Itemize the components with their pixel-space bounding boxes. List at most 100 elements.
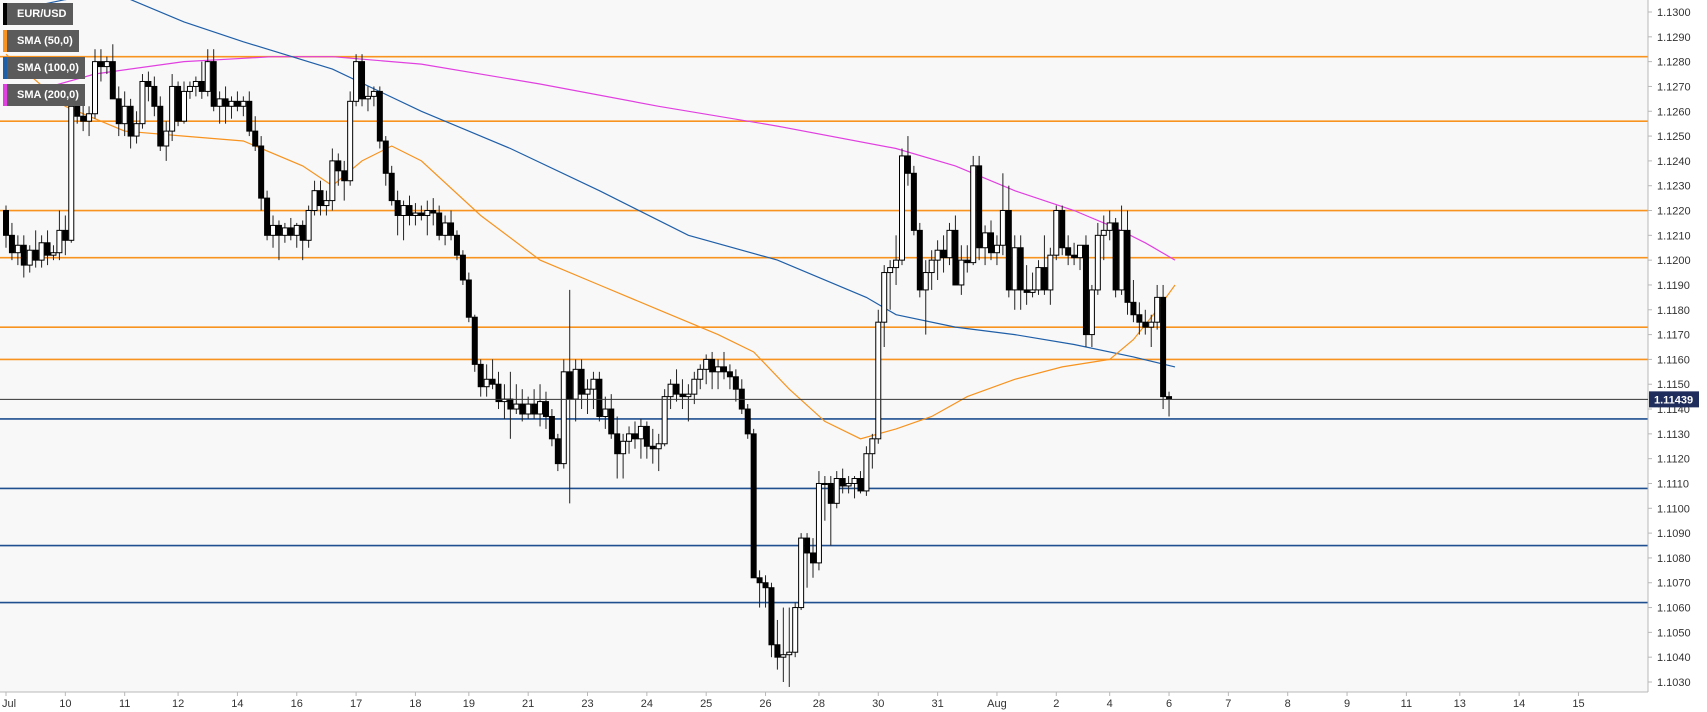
candle-body-down: [495, 383, 502, 403]
candle-body-down: [335, 160, 342, 172]
candlesticks: [3, 44, 1173, 687]
chart-legend: EUR/USD SMA (50,0) SMA (100,0) SMA (200,…: [3, 3, 85, 111]
candle-body-up: [525, 403, 532, 415]
price-tick-label: 1.1080: [1657, 553, 1691, 565]
price-tick-label: 1.1240: [1657, 156, 1691, 168]
candle-body-down: [151, 85, 158, 107]
candle-body-up: [869, 438, 876, 455]
candle-body-down: [198, 80, 205, 92]
last-price-marker: 1.11439: [0, 391, 1699, 408]
candle-body-down: [275, 224, 282, 236]
candle-body-down: [20, 244, 27, 266]
legend-item-sma200[interactable]: SMA (200,0): [3, 84, 85, 106]
candle-body-up: [667, 383, 674, 398]
price-tick-label: 1.1150: [1657, 379, 1690, 391]
candle-body-up: [928, 259, 935, 274]
candle-body-down: [234, 100, 241, 107]
candle-body-down: [608, 408, 615, 435]
candle-body-down: [1142, 321, 1149, 328]
candle-body-up: [240, 100, 247, 107]
candle-body-down: [554, 438, 561, 465]
time-tick-label: 9: [1344, 698, 1350, 710]
candle-body-up: [821, 482, 828, 485]
candle-body-down: [1082, 244, 1089, 336]
candle-body-up: [1106, 222, 1113, 231]
candle-body-up: [685, 393, 692, 398]
candle-body-down: [109, 61, 116, 100]
candle-body-down: [1017, 247, 1024, 291]
price-tick-label: 1.1210: [1657, 230, 1691, 242]
candle-body-down: [258, 145, 265, 199]
time-tick-label: 30: [872, 698, 884, 710]
time-tick-label: 15: [1572, 698, 1584, 710]
price-tick-label: 1.1190: [1657, 280, 1690, 292]
candle-body-up: [703, 358, 710, 370]
time-tick-label: 24: [641, 698, 653, 710]
time-tick-label: 31: [931, 698, 943, 710]
time-tick-label: 17: [350, 698, 362, 710]
candle-body-down: [916, 229, 923, 291]
legend-swatch: [3, 57, 7, 79]
candle-body-down: [988, 232, 995, 254]
candle-body-up: [863, 453, 870, 492]
candle-body-down: [910, 172, 917, 231]
candle-body-up: [216, 98, 223, 107]
candle-body-down: [1166, 396, 1173, 400]
candle-body-down: [1136, 314, 1143, 323]
candle-body-up: [186, 85, 193, 92]
price-tick-label: 1.1130: [1657, 429, 1690, 441]
price-tick-label: 1.1120: [1657, 454, 1690, 466]
candle-body-up: [424, 210, 431, 216]
candle-body-up: [1118, 229, 1125, 291]
candle-body-down: [1112, 222, 1119, 291]
price-tick-label: 1.1070: [1657, 578, 1691, 590]
candle-body-up: [590, 378, 597, 390]
candle-body-up: [1100, 229, 1107, 236]
price-tick-label: 1.1040: [1657, 652, 1691, 664]
price-tick-label: 1.1180: [1657, 305, 1690, 317]
time-tick-label: 23: [581, 698, 593, 710]
candle-body-up: [26, 249, 33, 266]
candle-body-up: [780, 654, 787, 658]
legend-label: SMA (50,0): [7, 30, 79, 52]
candle-body-up: [204, 61, 211, 92]
candle-body-up: [1154, 296, 1161, 323]
candle-body-up: [169, 85, 176, 132]
time-tick-label: 7: [1225, 698, 1231, 710]
legend-item-price[interactable]: EUR/USD: [3, 3, 85, 25]
candle-body-down: [376, 90, 383, 142]
candle-body-down: [210, 61, 217, 107]
time-tick-label: Jul: [2, 698, 16, 710]
candle-body-up: [1088, 289, 1095, 336]
candle-body-down: [726, 371, 733, 378]
candle-body-down: [97, 61, 104, 68]
price-tick-label: 1.1280: [1657, 57, 1691, 69]
time-axis: Jul 10 11 12 14 16 17 18 19 21 23 24 25 26 28 30 31 Aug 2 4…: [2, 692, 1585, 710]
candle-body-up: [305, 210, 312, 241]
candle-body-down: [1071, 254, 1078, 259]
candle-body-down: [827, 482, 834, 504]
candle-body-down: [157, 105, 164, 147]
candle-body-down: [175, 85, 182, 122]
candle-body-down: [430, 210, 437, 214]
time-tick-label: 12: [172, 698, 184, 710]
legend-item-sma50[interactable]: SMA (50,0): [3, 30, 85, 52]
candle-body-up: [786, 651, 793, 656]
price-tick-label: 1.1250: [1657, 131, 1691, 143]
candle-body-up: [513, 403, 520, 410]
time-tick-label: 14: [231, 698, 243, 710]
candle-body-up: [139, 80, 146, 125]
candle-body-up: [281, 227, 288, 236]
legend-item-sma100[interactable]: SMA (100,0): [3, 57, 85, 79]
candle-body-down: [566, 371, 573, 400]
candle-body-up: [311, 190, 318, 212]
candle-body-up: [1053, 210, 1060, 256]
candle-body-up: [893, 259, 900, 269]
candle-body-down: [964, 259, 971, 264]
candle-body-up: [572, 368, 579, 400]
candle-body-down: [388, 172, 395, 202]
candle-body-up: [68, 105, 75, 241]
candle-body-down: [1065, 247, 1072, 256]
candle-body-down: [359, 61, 366, 100]
